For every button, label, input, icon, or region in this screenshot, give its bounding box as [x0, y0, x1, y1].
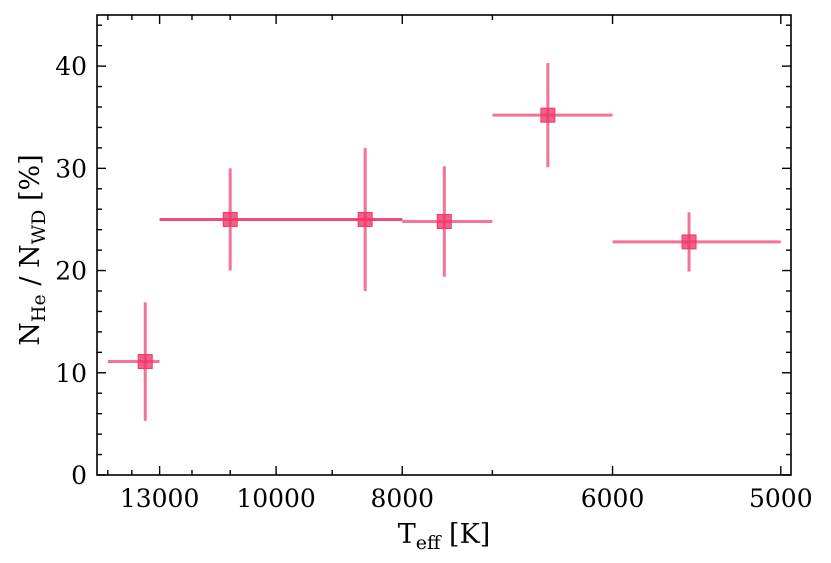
x-tick-label: 6000 [581, 484, 645, 513]
y-label-n1: N [15, 322, 46, 346]
data-point [107, 302, 160, 421]
data-point [492, 63, 613, 168]
x-tick-label: 8000 [370, 484, 434, 513]
y-tick-label: 30 [55, 154, 87, 183]
x-tick-label: 10000 [236, 484, 316, 513]
y-label-sub-he: He [28, 294, 50, 322]
data-point [612, 212, 781, 272]
x-axis-label: Teff [K] [398, 519, 491, 554]
data-marker [681, 234, 697, 250]
x-axis: 13000 10000 8000 6000 5000 [107, 15, 813, 513]
x-label-main: T [398, 519, 416, 550]
x-tick-label: 5000 [749, 484, 813, 513]
data-marker [540, 107, 556, 123]
data-point [402, 166, 493, 277]
y-tick-label: 0 [71, 461, 87, 490]
data-marker [137, 354, 153, 370]
y-label-sub-wd: WD [28, 210, 50, 245]
y-tick-label: 10 [55, 359, 87, 388]
x-label-sub: eff [416, 532, 442, 554]
y-axis: 0 10 20 30 40 [55, 24, 791, 490]
y-label-mid: / N [15, 244, 46, 294]
y-axis-label: NHe / NWD [%] [15, 154, 50, 345]
x-tick-label: 13000 [120, 484, 200, 513]
data-marker [436, 213, 452, 229]
plot-frame [96, 14, 792, 476]
x-label-unit: [K] [440, 519, 490, 550]
y-label-unit: [%] [15, 154, 46, 209]
data-marker [357, 211, 373, 227]
data-layer [107, 63, 781, 421]
y-tick-label: 40 [55, 52, 87, 81]
y-tick-label: 20 [55, 257, 87, 286]
data-point [159, 147, 403, 291]
